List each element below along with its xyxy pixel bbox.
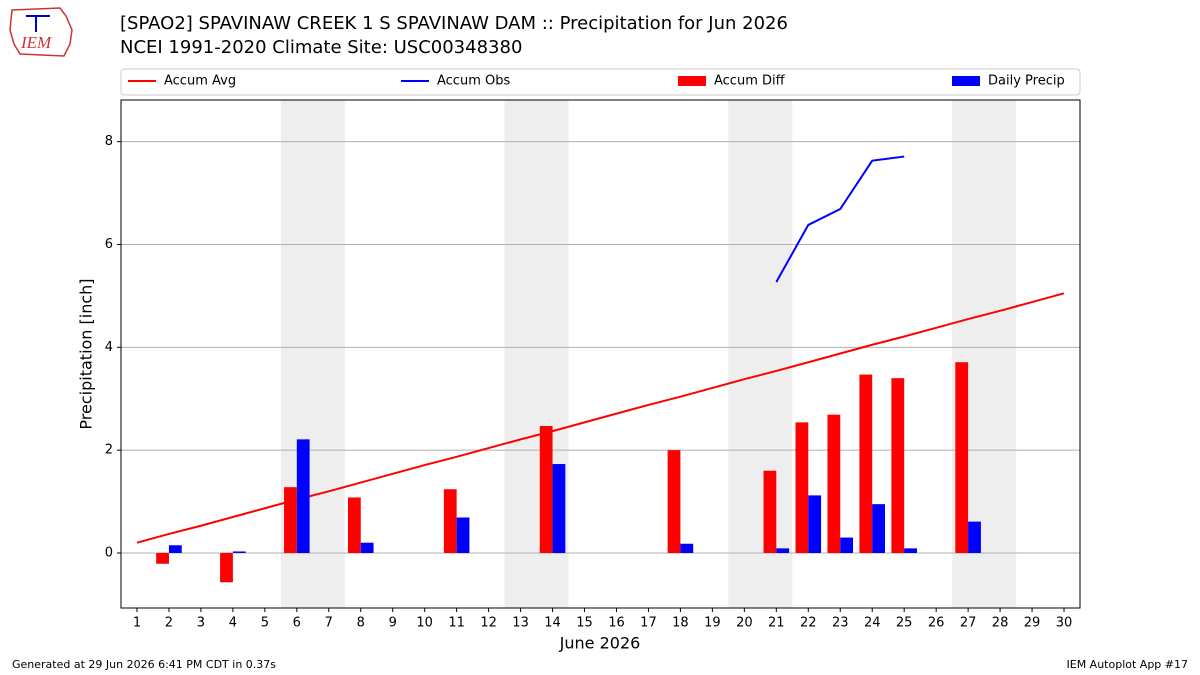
x-tick-label: 9	[389, 616, 397, 631]
x-tick-label: 7	[325, 616, 333, 631]
x-tick-label: 22	[800, 616, 817, 631]
bar	[955, 362, 969, 553]
bar	[443, 489, 457, 553]
bar	[347, 497, 361, 553]
legend-label: Accum Avg	[164, 74, 236, 89]
bar	[840, 537, 854, 553]
x-tick-label: 25	[896, 616, 913, 631]
bar	[456, 517, 470, 553]
bar	[360, 542, 374, 553]
bar	[872, 504, 886, 553]
bar	[284, 487, 297, 553]
x-tick-label: 4	[229, 616, 237, 631]
legend-label: Accum Diff	[714, 74, 786, 89]
chart-title: [SPAO2] SPAVINAW CREEK 1 S SPAVINAW DAM …	[120, 13, 788, 34]
bar	[667, 450, 681, 553]
logo: IEM	[9, 7, 73, 57]
x-tick-label: 19	[704, 616, 721, 631]
y-axis-label: Precipitation [inch]	[77, 278, 96, 429]
weekend-band	[728, 100, 793, 608]
bar	[808, 495, 822, 553]
x-tick-label: 17	[640, 616, 657, 631]
x-tick-label: 18	[672, 616, 689, 631]
x-tick-label: 13	[512, 616, 529, 631]
bar	[904, 548, 917, 553]
x-tick-label: 24	[864, 616, 881, 631]
bar	[220, 552, 233, 583]
bar	[539, 425, 553, 553]
bar	[156, 552, 169, 564]
chart-subtitle: NCEI 1991-2020 Climate Site: USC00348380	[120, 37, 522, 58]
x-tick-label: 8	[357, 616, 365, 631]
logo-outline	[9, 7, 73, 57]
y-tick-label: 2	[105, 443, 113, 458]
x-tick-label: 16	[608, 616, 625, 631]
bar	[232, 551, 246, 553]
legend-swatch	[678, 76, 706, 86]
x-tick-label: 15	[576, 616, 593, 631]
x-tick-label: 21	[768, 616, 785, 631]
x-tick-label: 20	[736, 616, 753, 631]
footer-right: IEM Autoplot App #17	[1067, 658, 1189, 671]
line	[775, 155, 905, 283]
bar	[891, 378, 905, 553]
x-tick-label: 29	[1024, 616, 1041, 631]
x-tick-label: 6	[293, 616, 301, 631]
y-tick-label: 4	[105, 340, 113, 355]
bar	[827, 414, 841, 553]
y-tick-label: 8	[105, 134, 113, 149]
legend-box	[120, 68, 1081, 96]
bar	[795, 422, 809, 553]
bar	[859, 374, 873, 553]
logo-text: IEM	[20, 33, 52, 52]
bar	[296, 439, 310, 553]
bar	[968, 521, 981, 553]
bar	[552, 464, 566, 553]
bar	[168, 545, 182, 553]
x-tick-label: 2	[165, 616, 173, 631]
bar	[776, 548, 790, 553]
x-tick-label: 10	[416, 616, 433, 631]
legend-label: Accum Obs	[437, 74, 510, 89]
legend-label: Daily Precip	[988, 74, 1065, 89]
x-axis-label: June 2026	[559, 634, 641, 653]
x-tick-label: 11	[448, 616, 465, 631]
x-tick-label: 26	[928, 616, 945, 631]
bar	[763, 470, 777, 553]
x-tick-label: 30	[1056, 616, 1073, 631]
bar	[680, 543, 694, 553]
legend-swatch	[952, 76, 980, 86]
x-tick-label: 27	[960, 616, 977, 631]
y-tick-label: 0	[105, 545, 113, 560]
footer-left: Generated at 29 Jun 2026 6:41 PM CDT in …	[12, 658, 276, 671]
x-tick-label: 23	[832, 616, 849, 631]
x-tick-label: 3	[197, 616, 205, 631]
plot-frame	[120, 99, 1081, 609]
x-tick-label: 5	[261, 616, 269, 631]
x-tick-label: 1	[133, 616, 141, 631]
x-tick-label: 28	[992, 616, 1009, 631]
x-tick-label: 12	[480, 616, 497, 631]
x-tick-label: 14	[544, 616, 561, 631]
y-tick-label: 6	[105, 237, 113, 252]
